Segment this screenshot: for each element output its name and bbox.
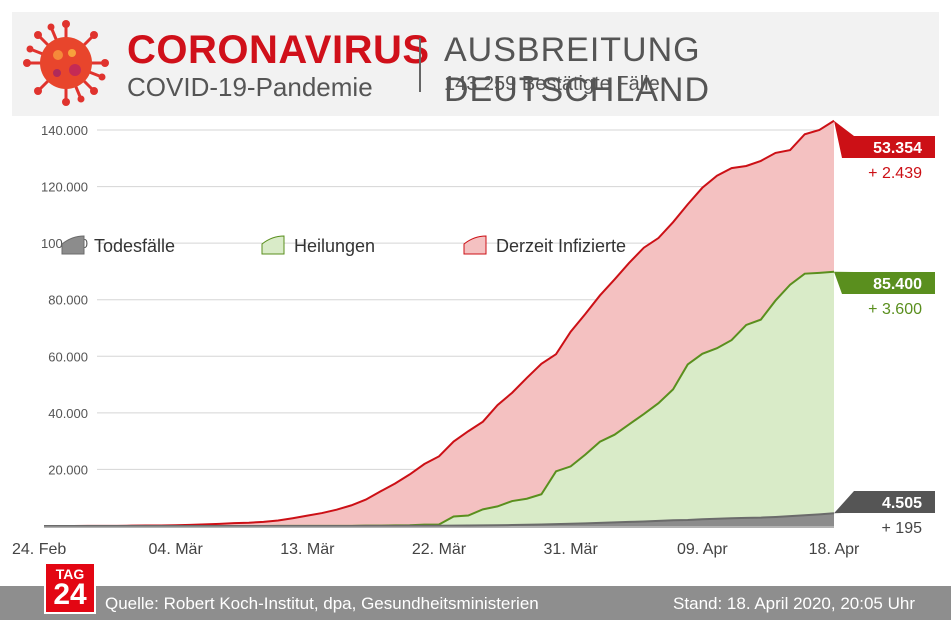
- area-chart: 20.00040.00060.00080.000100.000120.00014…: [12, 119, 935, 558]
- tag24-logo: TAG 24: [44, 562, 96, 614]
- legend-swatch: [463, 235, 487, 255]
- header-divider: [419, 38, 421, 92]
- end-label-box: [834, 491, 935, 514]
- y-tick-label: 40.000: [48, 406, 88, 421]
- legend-label: Derzeit Infizierte: [496, 236, 626, 256]
- y-tick-label: 20.000: [48, 462, 88, 477]
- x-tick-label: 18. Apr: [809, 541, 860, 558]
- footer: Quelle: Robert Koch-Institut, dpa, Gesun…: [0, 586, 951, 620]
- y-tick-label: 120.000: [41, 180, 88, 195]
- header-subtitle: COVID-19-Pandemie: [127, 72, 373, 102]
- area-todesfaelle: [44, 513, 834, 526]
- y-tick-label: 80.000: [48, 293, 88, 308]
- source-note: Quelle: Robert Koch-Institut, dpa, Gesun…: [105, 594, 539, 613]
- legend-label: Heilungen: [294, 236, 375, 256]
- x-tick-label: 09. Apr: [677, 541, 728, 558]
- area-derzeit-infizierte: [44, 120, 834, 526]
- y-tick-label: 140.000: [41, 123, 88, 138]
- end-label-box: [834, 271, 935, 294]
- legend-swatch: [261, 235, 285, 255]
- legend-label: Todesfälle: [94, 236, 175, 256]
- end-label-change: + 3.600: [868, 301, 922, 318]
- timestamp-note: Stand: 18. April 2020, 20:05 Uhr: [673, 594, 915, 613]
- logo-text-bottom: 24: [53, 578, 87, 611]
- end-label-change: + 2.439: [868, 165, 922, 182]
- header-title: CORONAVIRUS: [127, 28, 430, 72]
- end-label-value: 85.400: [873, 276, 922, 293]
- coronavirus-icon: [23, 20, 109, 106]
- header: CORONAVIRUS COVID-19-Pandemie AUSBREITUN…: [12, 12, 939, 116]
- area-heilungen: [44, 271, 834, 526]
- line-todesfaelle: [44, 512, 835, 527]
- end-label-value: 53.354: [873, 140, 922, 157]
- chart-title: AUSBREITUNG DEUTSCHLAND: [444, 31, 711, 109]
- end-label-box: [834, 120, 935, 158]
- end-label-value: 4.505: [882, 495, 922, 512]
- x-tick-label: 31. Mär: [544, 541, 599, 558]
- end-label-change: + 195: [882, 520, 923, 537]
- x-tick-label: 24. Feb: [12, 541, 66, 558]
- legend-swatch: [61, 235, 85, 255]
- x-tick-label: 04. Mär: [149, 541, 204, 558]
- x-tick-label: 13. Mär: [280, 541, 335, 558]
- logo-text-top: TAG: [55, 566, 85, 582]
- y-tick-label: 60.000: [48, 349, 88, 364]
- confirmed-cases-total: 143.259 Bestätigte Fälle: [444, 73, 660, 95]
- x-tick-label: 22. Mär: [412, 541, 467, 558]
